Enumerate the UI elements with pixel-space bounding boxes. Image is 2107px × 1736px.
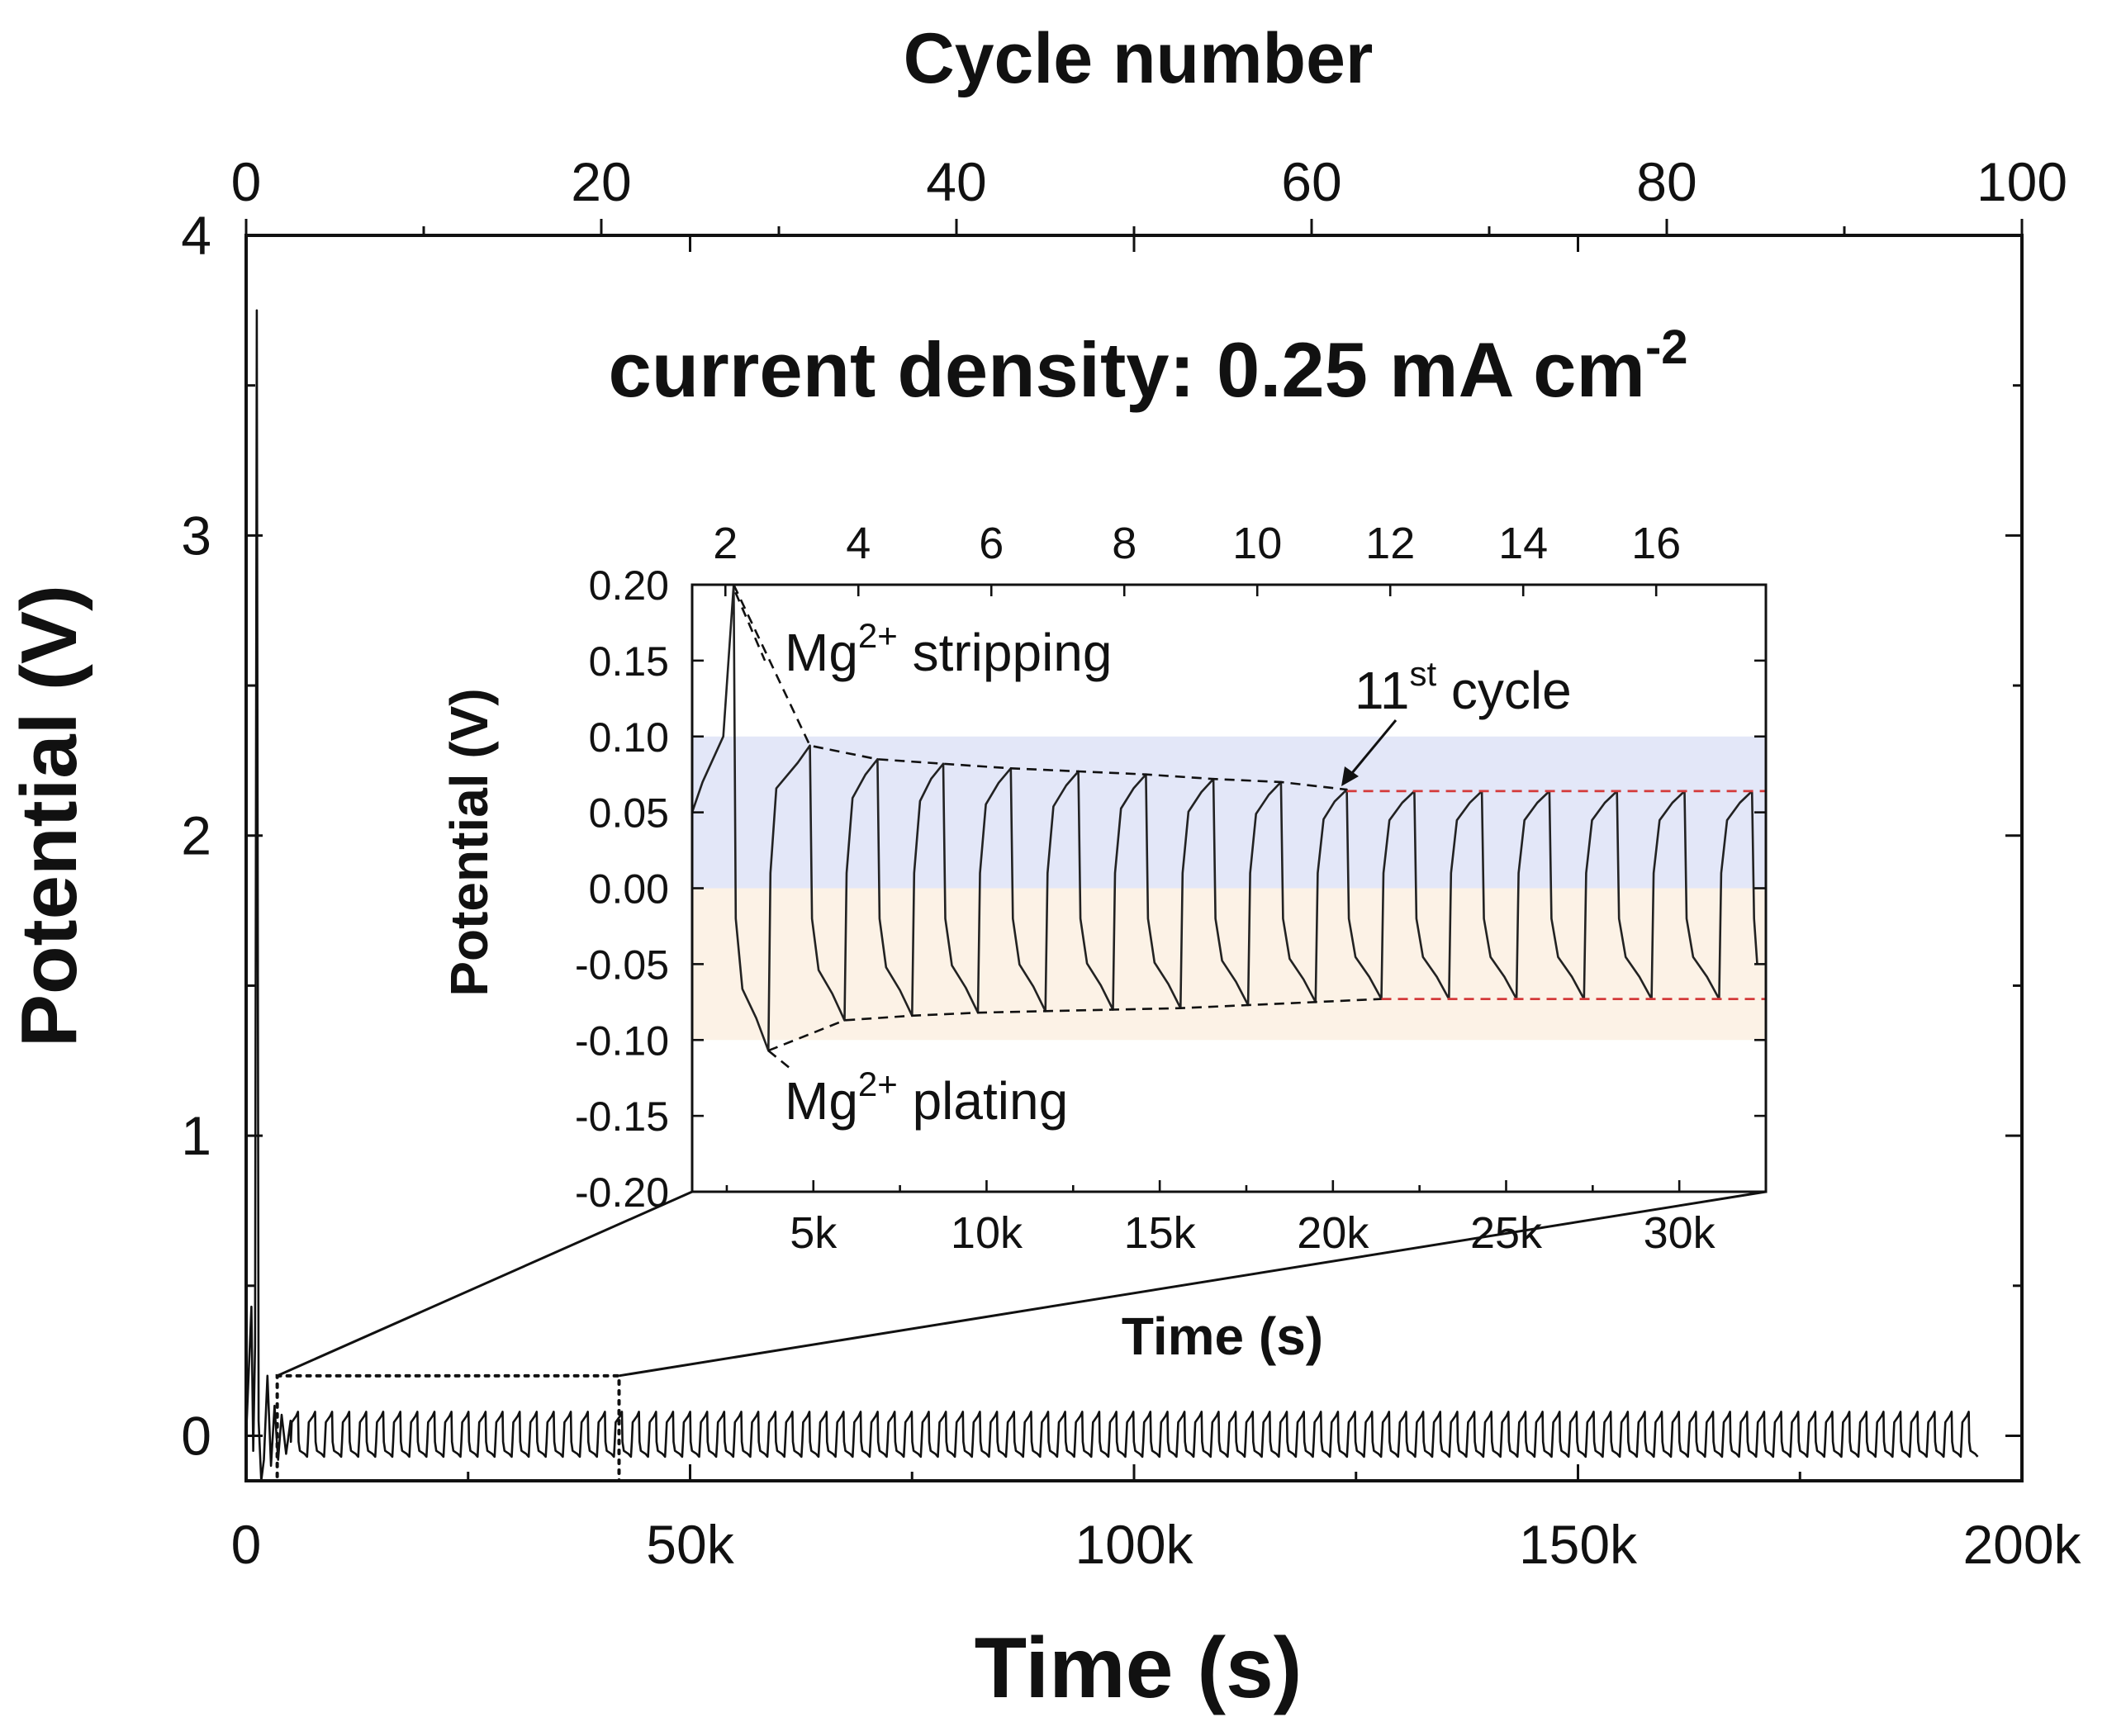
zoom-indicator <box>275 1190 1767 1483</box>
zoom-connector-left <box>277 1190 693 1378</box>
zoom-box <box>275 1373 621 1483</box>
y-tick-label: 1 <box>181 1105 211 1166</box>
stripping-annotation-prefix: Mg <box>785 623 858 682</box>
inset-y-tick-label: -0.05 <box>575 942 669 988</box>
plating-annotation-suffix: plating <box>898 1071 1068 1131</box>
x-tick-label: 150k <box>1519 1514 1638 1575</box>
top-axis-label: Cycle number <box>904 19 1374 98</box>
inset-top-x-tick-label: 2 <box>713 519 738 568</box>
inset-top-x-tick-label: 4 <box>846 519 871 568</box>
top-x-tick-label: 80 <box>1636 151 1697 212</box>
zoom-connector-right <box>619 1190 1767 1378</box>
inset-top-x-tick-label: 6 <box>979 519 1004 568</box>
x-tick-label: 200k <box>1962 1514 2081 1575</box>
inset-x-tick-label: 25k <box>1470 1208 1543 1258</box>
inset-y-tick-label: 0.10 <box>589 714 669 761</box>
plating-band <box>692 888 1766 1041</box>
top-x-tick-label: 20 <box>571 151 631 212</box>
chart-title-superscript: -2 <box>1645 320 1688 374</box>
inset-x-tick-label: 15k <box>1124 1208 1197 1258</box>
inset-x-tick-label: 30k <box>1644 1208 1716 1258</box>
cycle-annotation-suffix: cycle <box>1436 661 1572 720</box>
y-tick-label: 0 <box>181 1405 211 1466</box>
inset-y-tick-label: 0.20 <box>589 562 669 609</box>
x-tick-label: 100k <box>1075 1514 1193 1575</box>
stripping-band <box>692 736 1766 889</box>
inset-y-tick-label: 0.15 <box>589 638 669 685</box>
inset-y-axis-label: Potential (V) <box>439 688 499 996</box>
inset-y-tick-label: -0.15 <box>575 1093 669 1140</box>
inset-y-tick-label: -0.20 <box>575 1169 669 1216</box>
inset-y-tick-label: -0.10 <box>575 1017 669 1064</box>
inset-data-layer <box>690 583 1766 1072</box>
chart-title: current density: 0.25 mA cm-2 <box>608 320 1687 413</box>
x-tick-label: 0 <box>231 1514 262 1575</box>
cycle-annotation: 11st cycle <box>1355 654 1572 720</box>
stripping-envelope <box>733 584 1347 791</box>
top-x-tick-label: 0 <box>231 151 262 212</box>
x-axis-label: Time (s) <box>975 1620 1303 1716</box>
main-data-layer <box>244 309 1979 1482</box>
y-axis-label: Potential (V) <box>5 585 93 1047</box>
inset-top-x-tick-label: 8 <box>1112 519 1137 568</box>
stripping-annotation-suffix: stripping <box>898 623 1113 682</box>
inset-x-tick-label: 10k <box>951 1208 1023 1258</box>
plating-annotation: Mg2+ plating <box>785 1065 1068 1131</box>
stripping-annotation-sup: 2+ <box>858 616 898 655</box>
plating-pointer <box>767 1050 794 1072</box>
inset-top-x-tick-label: 14 <box>1498 519 1548 568</box>
main-series-line <box>244 309 1979 1482</box>
inset-top-x-tick-label: 12 <box>1365 519 1415 568</box>
cycle-annotation-arrowhead <box>1341 766 1359 786</box>
x-tick-label: 50k <box>646 1514 734 1575</box>
cycle-annotation-prefix: 11 <box>1355 661 1409 720</box>
inset-y-tick-label: 0.05 <box>589 790 669 837</box>
y-tick-label: 4 <box>181 205 211 266</box>
inset-bands <box>692 585 1766 1192</box>
inset-ticks: 0.20 0.15 0.10 0.05 0.00 -0.05 -0.10 -0.15 -0.20… <box>575 519 1766 1258</box>
top-x-tick-label: 100 <box>1976 151 2067 212</box>
inset-x-tick-label: 5k <box>790 1208 838 1258</box>
top-x-tick-label: 60 <box>1281 151 1341 212</box>
cycle-annotation-arrow <box>1346 719 1398 779</box>
inset-top-x-tick-label: 16 <box>1631 519 1681 568</box>
stripping-pointer <box>734 591 766 662</box>
inset-x-tick-label: 20k <box>1297 1208 1369 1258</box>
y-tick-label: 2 <box>181 805 211 866</box>
inset-x-axis-label: Time (s) <box>1122 1307 1323 1366</box>
y-tick-label: 3 <box>181 505 211 566</box>
cycle-annotation-sup: st <box>1409 654 1436 693</box>
plating-annotation-sup: 2+ <box>858 1065 898 1103</box>
inset-y-tick-label: 0.00 <box>589 866 669 913</box>
inset-top-x-tick-label: 10 <box>1232 519 1282 568</box>
plating-envelope <box>767 998 1382 1052</box>
top-x-tick-label: 40 <box>926 151 986 212</box>
chart-title-text: current density: 0.25 mA cm <box>608 326 1645 413</box>
plating-annotation-prefix: Mg <box>785 1071 858 1131</box>
inset-series-line <box>690 583 1758 1052</box>
stripping-annotation: Mg2+ stripping <box>785 616 1112 682</box>
